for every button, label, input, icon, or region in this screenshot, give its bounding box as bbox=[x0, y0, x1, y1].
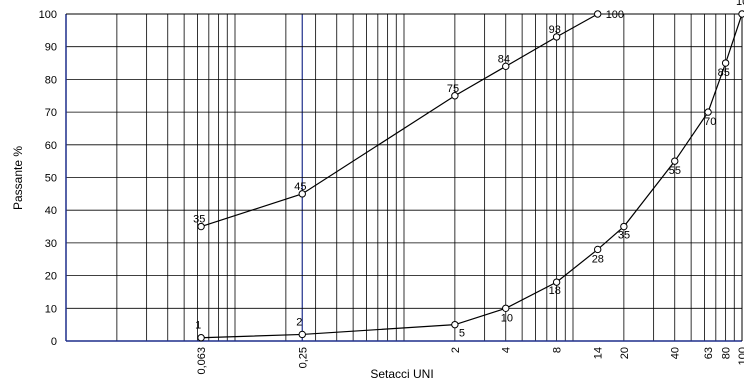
data-point bbox=[704, 108, 712, 116]
data-label: 100 bbox=[606, 9, 624, 21]
series-layer bbox=[197, 10, 744, 342]
data-point bbox=[451, 320, 459, 329]
data-label: 55 bbox=[669, 165, 681, 177]
grid-layer bbox=[66, 13, 742, 342]
x-tick-label: 0,063 bbox=[196, 347, 208, 375]
data-point bbox=[593, 10, 602, 18]
data-label: 28 bbox=[592, 253, 604, 265]
data-point bbox=[593, 245, 602, 254]
data-label: 75 bbox=[447, 83, 459, 95]
data-point bbox=[502, 62, 510, 71]
y-tick-label: 40 bbox=[45, 205, 57, 217]
y-tick-label: 100 bbox=[39, 9, 57, 21]
y-tick-label: 70 bbox=[45, 107, 57, 119]
data-label: 93 bbox=[549, 24, 561, 36]
x-axis-title: Setacci UNI bbox=[370, 367, 433, 381]
series-line-1 bbox=[200, 13, 598, 228]
data-label: 18 bbox=[549, 285, 561, 297]
series-line-2 bbox=[201, 13, 743, 339]
data-label: 5 bbox=[459, 328, 465, 340]
data-label: 10 bbox=[501, 312, 513, 324]
data-point bbox=[620, 222, 628, 231]
data-label: 70 bbox=[704, 116, 716, 128]
x-tick-label: 4 bbox=[501, 347, 513, 353]
data-point bbox=[552, 278, 561, 286]
y-tick-label: 10 bbox=[45, 303, 57, 315]
data-point bbox=[552, 33, 561, 41]
axis-layer: 0 10 20 30 40 50 60 70 80 90 100 0,063 0,25 2 4 8 14 20 40… bbox=[39, 9, 744, 375]
data-point bbox=[451, 92, 459, 100]
y-tick-label: 90 bbox=[45, 42, 57, 54]
y-tick-label: 60 bbox=[45, 140, 57, 152]
y-tick-label: 50 bbox=[45, 173, 57, 185]
label-layer: 35 45 75 84 93 100 1 2 5 10 18 28 35 55 70 85 100 bbox=[193, 0, 744, 340]
x-tick-label: 40 bbox=[670, 347, 682, 359]
data-point bbox=[738, 10, 744, 18]
y-tick-label: 30 bbox=[45, 238, 57, 250]
x-tick-label: 0,25 bbox=[297, 347, 309, 368]
data-label: 35 bbox=[618, 230, 630, 242]
data-label: 1 bbox=[195, 320, 201, 332]
data-label: 100 bbox=[736, 0, 744, 8]
x-tick-label: 20 bbox=[619, 347, 631, 359]
data-point bbox=[197, 222, 205, 231]
x-tick-label: 100 bbox=[737, 347, 744, 365]
x-tick-label: 8 bbox=[552, 347, 564, 353]
data-point bbox=[502, 304, 510, 312]
data-label: 45 bbox=[294, 181, 306, 193]
y-tick-label: 0 bbox=[51, 336, 57, 348]
data-label: 2 bbox=[296, 316, 302, 328]
y-axis-title: Passante % bbox=[11, 146, 25, 210]
x-tick-label: 80 bbox=[721, 347, 733, 359]
y-tick-label: 80 bbox=[45, 74, 57, 86]
data-point bbox=[197, 334, 205, 342]
data-label: 85 bbox=[718, 67, 730, 79]
data-point bbox=[298, 190, 306, 198]
data-point bbox=[721, 59, 730, 67]
data-label: 35 bbox=[193, 214, 205, 226]
data-point bbox=[298, 330, 306, 339]
x-tick-label: 63 bbox=[703, 347, 715, 359]
x-tick-label: 14 bbox=[593, 347, 605, 359]
y-tick-label: 20 bbox=[45, 271, 57, 283]
data-point bbox=[671, 157, 679, 165]
data-label: 84 bbox=[498, 53, 510, 65]
x-tick-label: 2 bbox=[450, 347, 462, 353]
